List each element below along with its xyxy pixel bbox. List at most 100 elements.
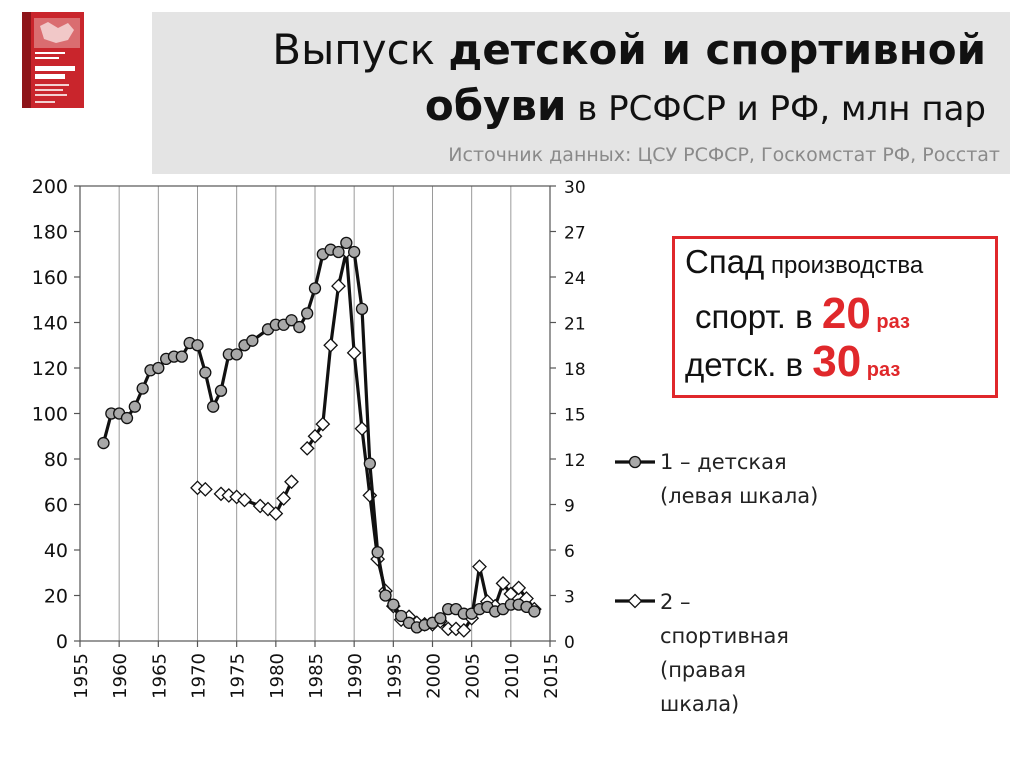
callout-line-2: спорт. в 20 раз: [695, 289, 910, 339]
legend-line: спортивная: [660, 624, 789, 648]
y-right-tick-label: 24: [564, 269, 586, 289]
data-point-sports: [284, 474, 299, 490]
data-point-sports: [268, 506, 284, 522]
page-title: Выпуск детской и спортивной обуви в РСФС…: [186, 22, 986, 137]
x-tick-label: 1990: [345, 653, 366, 699]
x-tick-label: 1985: [306, 653, 327, 699]
x-tick-label: 1980: [267, 653, 288, 699]
data-point-childrens: [379, 589, 392, 602]
data-point-sports: [354, 421, 370, 437]
y-left-tick-label: 20: [44, 586, 68, 608]
data-point-sports: [237, 492, 252, 508]
data-point-childrens: [136, 382, 149, 395]
data-point-childrens: [152, 361, 165, 375]
callout-line-1: Спад производства: [685, 243, 923, 281]
data-point-childrens: [363, 457, 376, 470]
data-point-childrens: [308, 282, 322, 295]
x-tick-label: 2010: [502, 653, 523, 699]
x-tick-label: 1975: [228, 653, 249, 699]
x-tick-label: 1955: [71, 653, 92, 699]
legend-line: шкала): [660, 692, 740, 716]
callout-number-sports: 20: [821, 289, 871, 338]
book-cover-image: [22, 12, 84, 108]
y-left-tick-label: 160: [32, 267, 68, 289]
y-right-tick-label: 15: [564, 406, 586, 426]
title-part-1: Выпуск: [272, 25, 449, 74]
y-right-tick-label: 0: [564, 633, 575, 653]
callout-word: спорт. в: [695, 298, 822, 335]
y-left-tick-label: 100: [32, 404, 68, 426]
data-point-sports: [472, 559, 487, 575]
y-right-tick-label: 12: [564, 451, 586, 471]
data-point-sports: [346, 345, 362, 361]
callout-number-childrens: 30: [812, 337, 862, 386]
data-point-childrens: [285, 314, 298, 327]
legend-marker-sports: [627, 593, 643, 609]
data-source: Источник данных: ЦСУ РСФСР, Госкомстат Р…: [448, 144, 1000, 166]
title-part-3: в РСФСР и РФ, млн пар: [566, 89, 986, 129]
data-point-childrens: [97, 436, 110, 450]
y-right-tick-label: 9: [564, 497, 575, 517]
data-point-childrens: [301, 307, 314, 320]
data-point-sports: [299, 440, 315, 456]
x-tick-label: 1970: [189, 653, 210, 699]
legend-marker-childrens: [628, 455, 642, 469]
data-point-childrens: [387, 598, 400, 611]
x-tick-label: 1965: [149, 653, 170, 699]
data-point-childrens: [120, 411, 134, 425]
data-point-sports: [315, 416, 331, 432]
data-point-childrens: [214, 384, 228, 397]
data-point-childrens: [293, 320, 306, 334]
y-left-tick-label: 200: [32, 176, 68, 198]
y-right-tick-label: 30: [564, 178, 586, 198]
data-point-sports: [276, 491, 292, 506]
y-right-tick-label: 6: [564, 542, 575, 562]
data-point-childrens: [230, 348, 243, 361]
callout-line-3: детск. в 30 раз: [685, 337, 900, 387]
data-point-childrens: [207, 400, 220, 413]
data-point-childrens: [348, 245, 361, 259]
callout-word: Спад: [685, 243, 765, 280]
x-tick-label: 2005: [463, 653, 484, 699]
legend-line: (левая шкала): [660, 484, 819, 508]
data-point-childrens: [355, 302, 369, 316]
title-part-2: детской и спортивной обуви: [424, 25, 986, 130]
chart-axes: 0204060801001201401601802000369121518212…: [32, 176, 586, 699]
chart-series: [97, 236, 542, 638]
data-point-childrens: [128, 400, 141, 413]
title-banner: Выпуск детской и спортивной обуви в РСФС…: [152, 12, 1010, 174]
data-point-sports: [197, 481, 213, 497]
callout-word: производства: [764, 252, 924, 279]
decline-callout: Спад производства спорт. в 20 раз детск.…: [672, 236, 998, 398]
data-point-childrens: [191, 339, 204, 352]
y-left-tick-label: 0: [56, 631, 68, 653]
x-tick-label: 1960: [110, 653, 131, 699]
legend-line: (правая: [660, 658, 746, 682]
data-point-childrens: [332, 245, 345, 259]
y-right-tick-label: 27: [564, 224, 586, 244]
x-tick-label: 1995: [384, 653, 405, 699]
x-tick-label: 2000: [424, 653, 445, 699]
data-point-childrens: [528, 605, 541, 618]
data-point-sports: [511, 580, 527, 596]
y-left-tick-label: 80: [44, 449, 68, 471]
data-point-childrens: [246, 334, 259, 347]
data-point-childrens: [395, 609, 408, 623]
y-left-tick-label: 120: [32, 358, 68, 380]
data-point-childrens: [199, 366, 212, 379]
x-tick-label: 2015: [541, 653, 562, 699]
callout-unit: раз: [870, 311, 910, 333]
y-left-tick-label: 180: [32, 222, 68, 244]
legend-markers: [615, 455, 655, 609]
data-point-sports: [331, 278, 346, 294]
y-right-tick-label: 21: [564, 315, 586, 335]
data-point-sports: [456, 622, 472, 638]
data-point-childrens: [371, 546, 384, 559]
data-point-sports: [323, 337, 339, 353]
legend-item-childrens: 1 – детская (левая шкала): [660, 445, 818, 513]
legend-line: 2 –: [660, 590, 691, 614]
callout-unit: раз: [861, 359, 901, 381]
y-left-tick-label: 40: [44, 540, 68, 562]
data-point-childrens: [340, 236, 353, 250]
